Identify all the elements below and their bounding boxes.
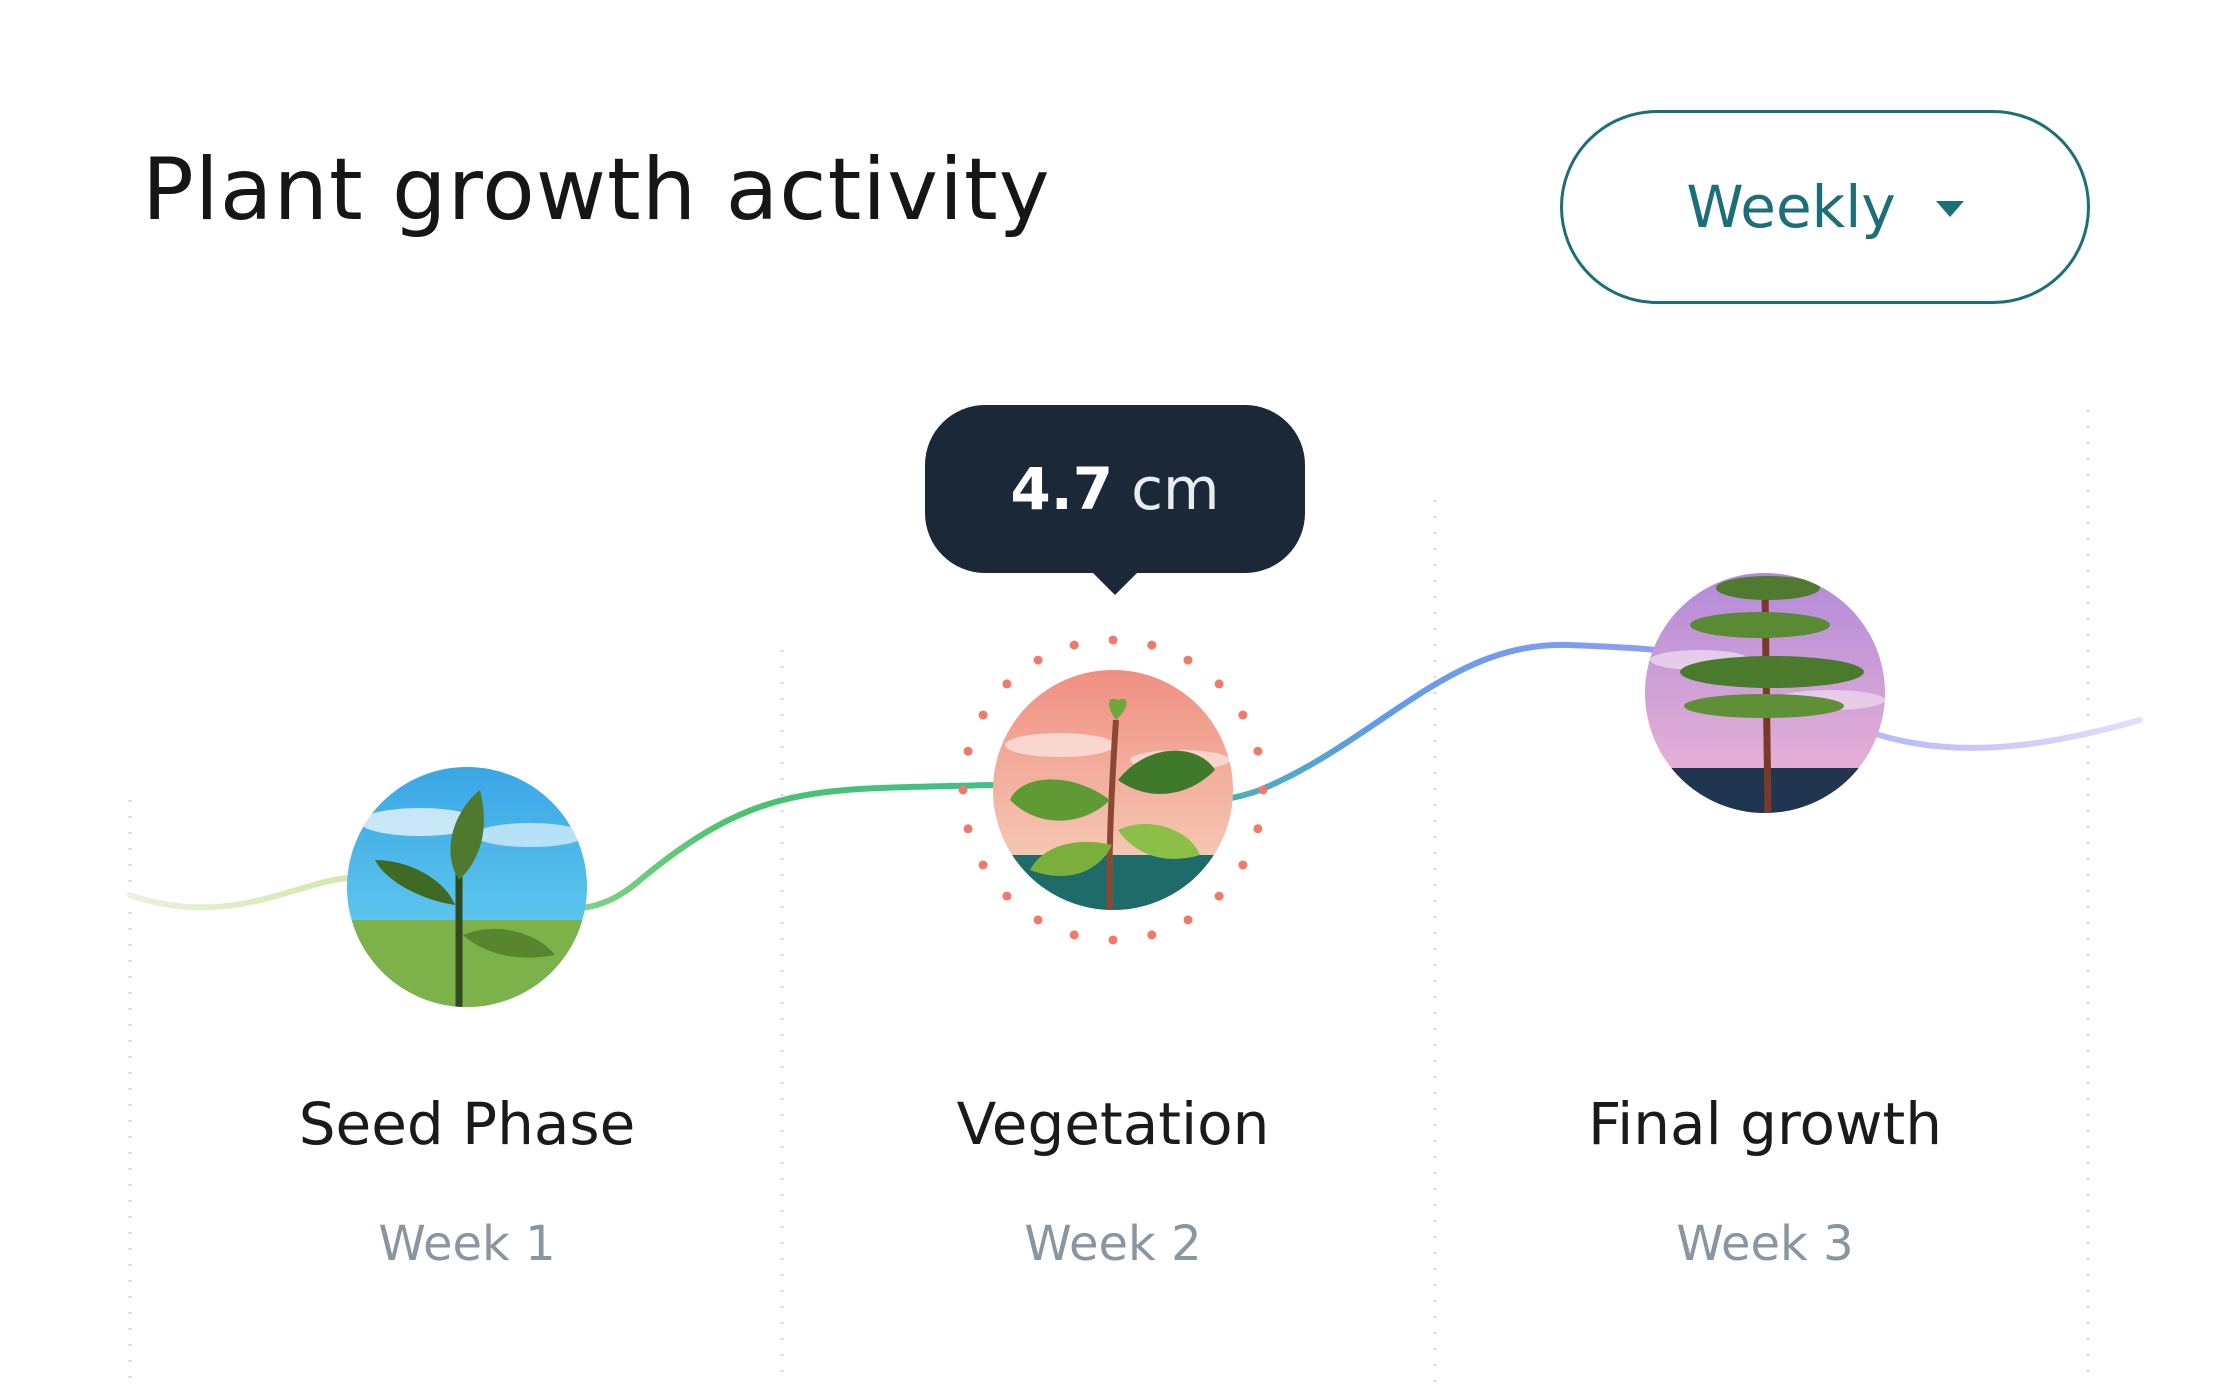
- highlight-dot: [1069, 930, 1079, 940]
- highlight-dot: [1002, 891, 1012, 901]
- highlight-dot: [1214, 679, 1224, 689]
- tooltip-unit: cm: [1131, 455, 1220, 523]
- stage-week: Week 2: [1024, 1216, 1202, 1272]
- period-dropdown-label: Weekly: [1686, 173, 1896, 241]
- highlight-dot: [1258, 785, 1268, 795]
- highlight-dot: [963, 824, 973, 834]
- tree-illustration[interactable]: [1645, 573, 1885, 828]
- sprout-illustration[interactable]: [347, 767, 587, 1010]
- chevron-down-icon: [1935, 201, 1964, 217]
- period-dropdown[interactable]: Weekly: [1560, 110, 2090, 304]
- stage-final-growth[interactable]: Final growth Week 3: [1505, 1090, 2025, 1272]
- tooltip-value: 4.7: [1010, 455, 1114, 523]
- highlight-dots-ring: [958, 635, 1268, 945]
- stage-name: Seed Phase: [298, 1090, 636, 1158]
- highlight-dot: [1183, 915, 1193, 925]
- highlight-dot: [1183, 655, 1193, 665]
- stage-week: Week 3: [1676, 1216, 1854, 1272]
- highlight-dot: [1253, 824, 1263, 834]
- highlight-dot: [1033, 655, 1043, 665]
- highlight-dot: [1108, 635, 1118, 645]
- value-tooltip: 4.7 cm: [925, 405, 1305, 573]
- highlight-dot: [1069, 640, 1079, 650]
- highlight-dot: [1253, 746, 1263, 756]
- card-title: Plant growth activity: [142, 140, 1051, 240]
- young-plant-illustration[interactable]: [993, 670, 1233, 915]
- stage-name: Vegetation: [956, 1090, 1270, 1158]
- highlight-dot: [1002, 679, 1012, 689]
- highlight-dot: [1214, 891, 1224, 901]
- highlight-dot: [978, 710, 988, 720]
- highlight-dot: [1147, 930, 1157, 940]
- highlight-dot: [1147, 640, 1157, 650]
- stage-week: Week 1: [378, 1216, 556, 1272]
- highlight-dot: [978, 860, 988, 870]
- stage-seed-phase[interactable]: Seed Phase Week 1: [207, 1090, 727, 1272]
- highlight-dot: [963, 746, 973, 756]
- highlight-dot: [958, 785, 968, 795]
- highlight-dot: [1033, 915, 1043, 925]
- stage-vegetation[interactable]: Vegetation Week 2: [853, 1090, 1373, 1272]
- highlight-dot: [1238, 860, 1248, 870]
- stage-name: Final growth: [1588, 1090, 1942, 1158]
- highlight-dot: [1108, 935, 1118, 945]
- highlight-dot: [1238, 710, 1248, 720]
